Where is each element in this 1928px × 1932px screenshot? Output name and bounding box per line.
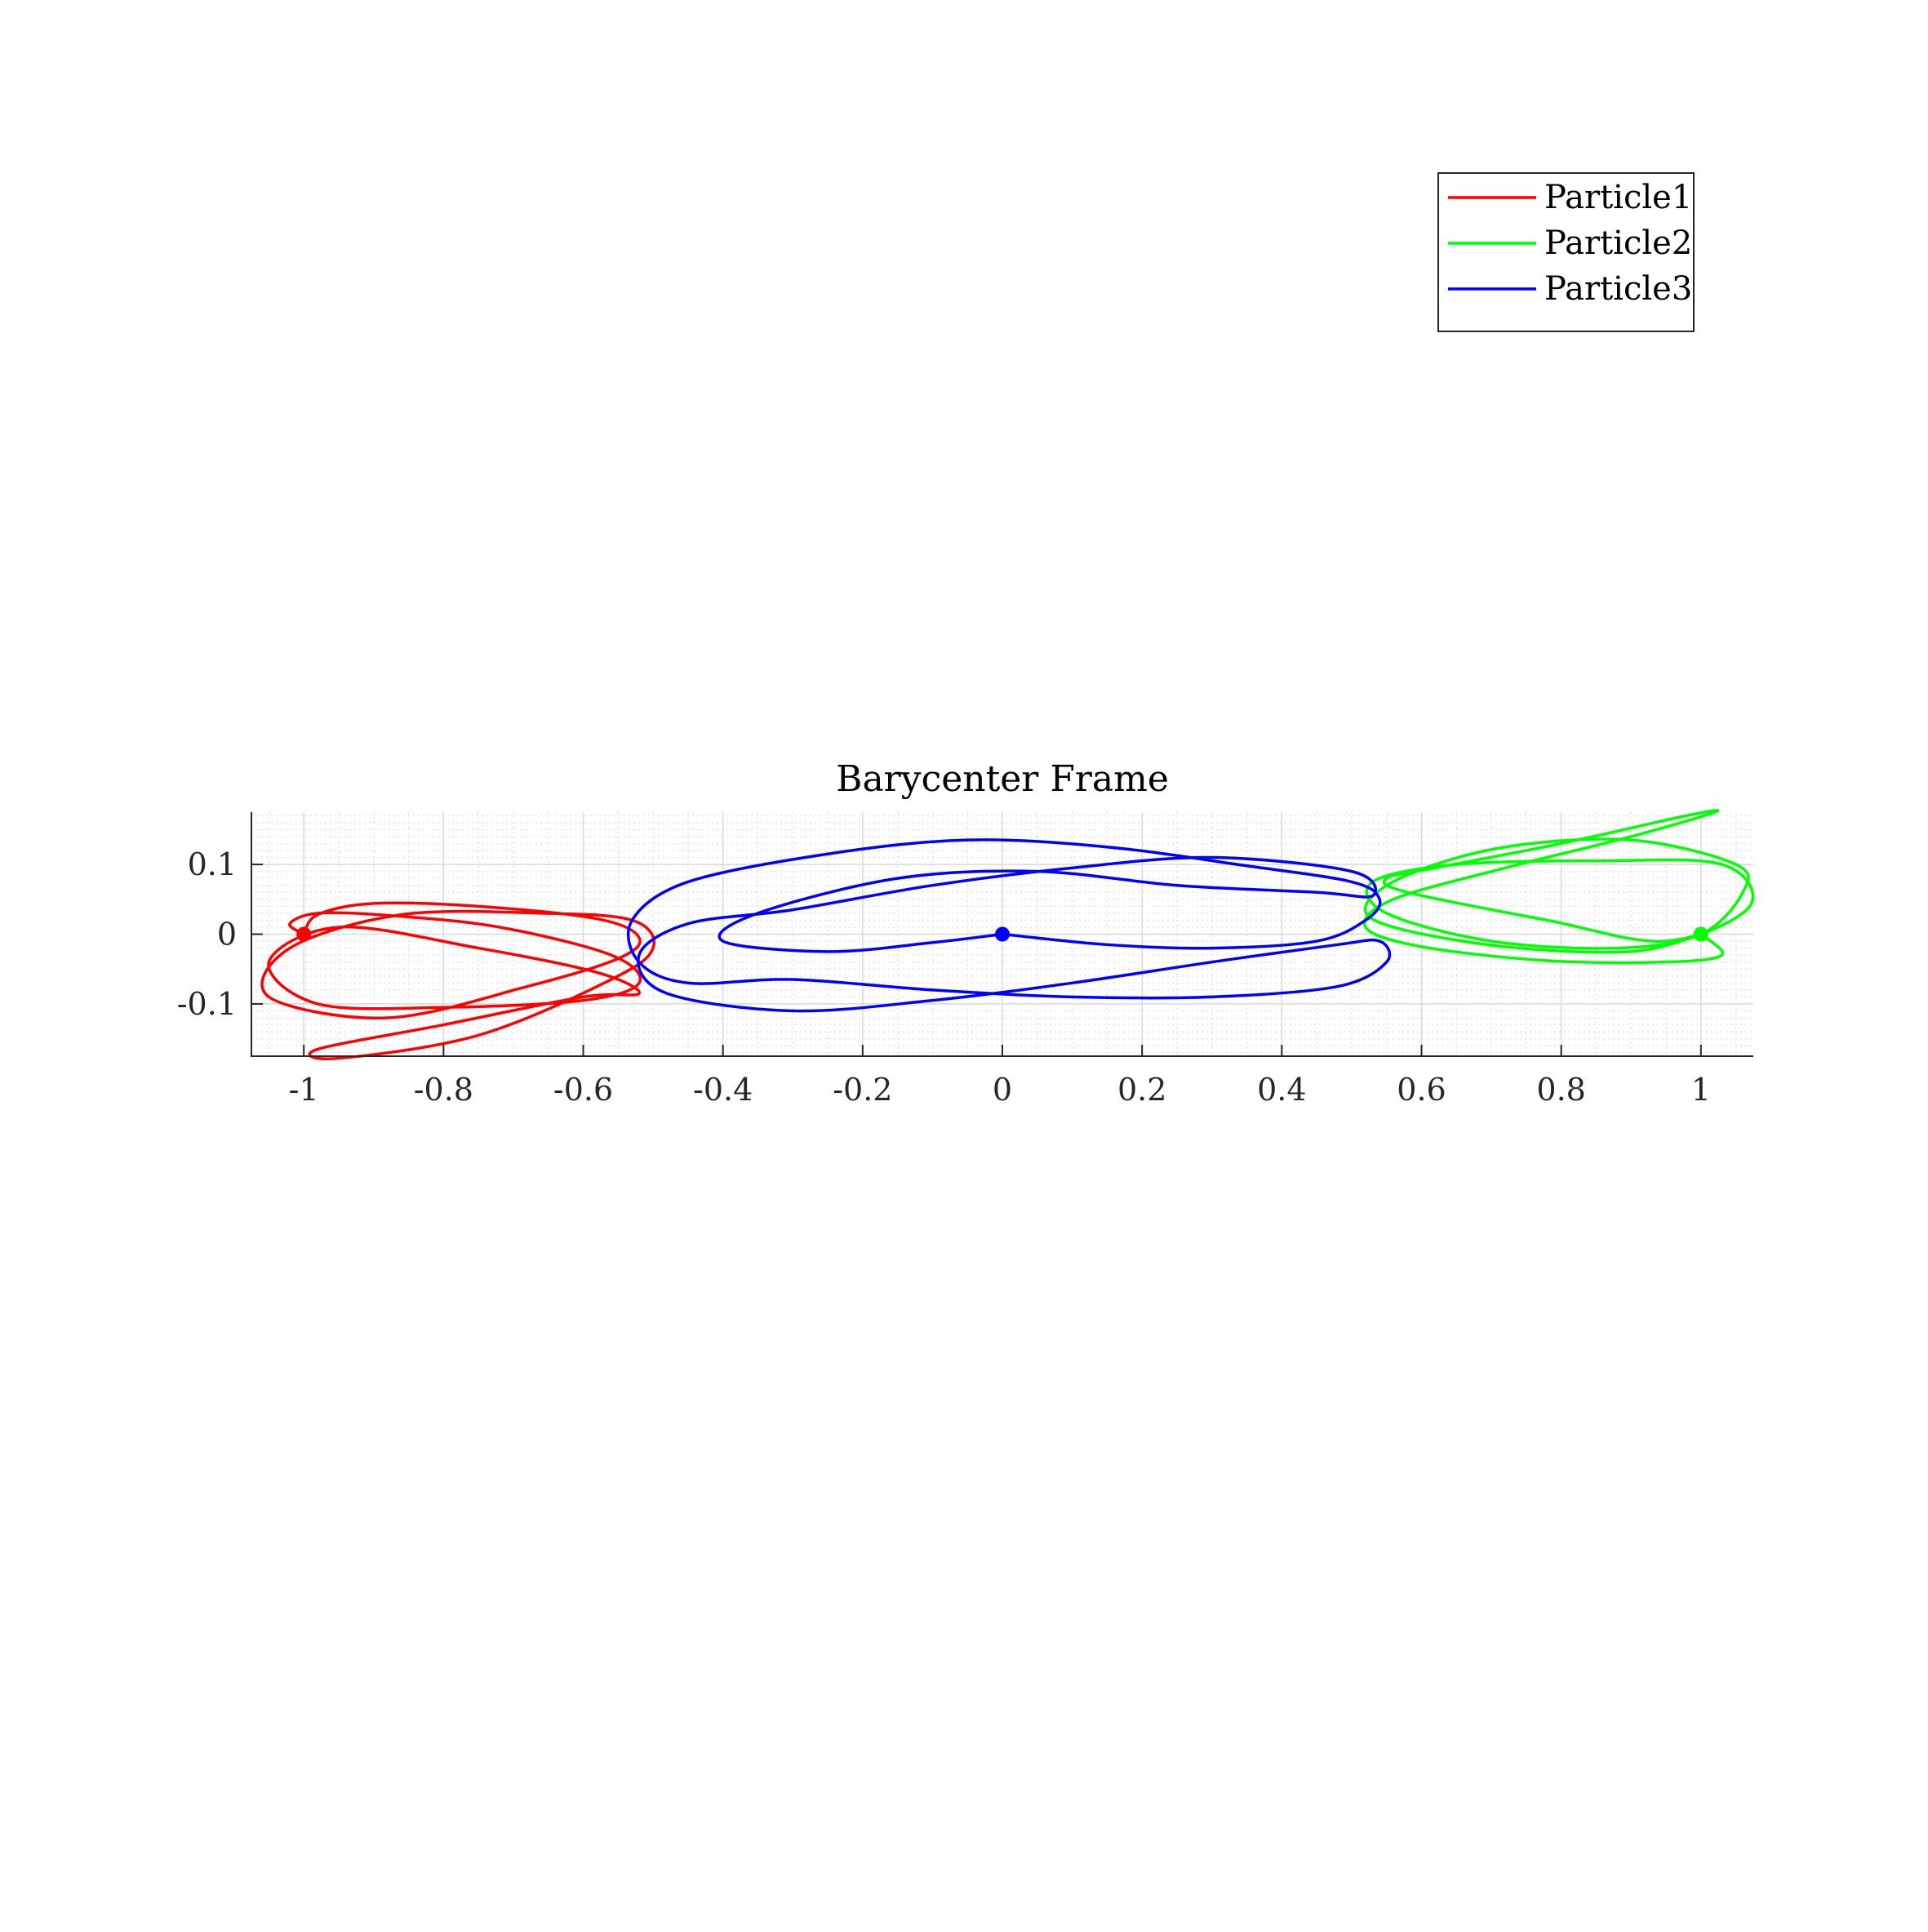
start-point-particle2 <box>1693 926 1708 942</box>
y-tick-label: 0 <box>217 917 237 953</box>
axes <box>251 812 1753 1057</box>
x-tick-label: 0 <box>993 1072 1012 1108</box>
x-tick-label: 1 <box>1691 1072 1711 1108</box>
x-tick-label: -0.6 <box>553 1072 613 1108</box>
x-tick-label: 0.6 <box>1397 1072 1446 1108</box>
x-tick-label: -0.8 <box>414 1072 473 1108</box>
start-point-particle3 <box>995 926 1010 942</box>
series-layer <box>260 809 1755 1060</box>
x-tick-label: -0.2 <box>833 1072 892 1108</box>
chart-title: Barycenter Frame <box>836 758 1169 800</box>
x-tick-label: -0.4 <box>693 1072 753 1108</box>
x-tick-label: 0.4 <box>1257 1072 1306 1108</box>
x-tick-label: -1 <box>289 1072 319 1108</box>
legend-label-particle1: Particle1 <box>1544 179 1692 216</box>
legend-label-particle3: Particle3 <box>1544 270 1692 308</box>
start-point-particle1 <box>296 926 312 942</box>
y-tick-label: 0.1 <box>188 846 237 882</box>
axis-lines <box>251 812 1753 1057</box>
tick-labels: -1 -0.8 -0.6 -0.4 -0.2 0 0.2 0.4 0.6 0.8 1 -0.1 0 0.1 <box>177 846 1711 1108</box>
series-line-particle3 <box>626 838 1392 1013</box>
x-tick-label: 0.2 <box>1117 1072 1166 1108</box>
series-line-particle2 <box>1362 809 1755 965</box>
legend-box <box>1437 172 1695 332</box>
x-tick-label: 0.8 <box>1536 1072 1585 1108</box>
legend: Particle1 Particle2 Particle3 <box>1437 172 1695 332</box>
series-line-particle1 <box>260 901 655 1060</box>
legend-label-particle2: Particle2 <box>1544 224 1692 262</box>
y-tick-label: -0.1 <box>177 986 237 1022</box>
